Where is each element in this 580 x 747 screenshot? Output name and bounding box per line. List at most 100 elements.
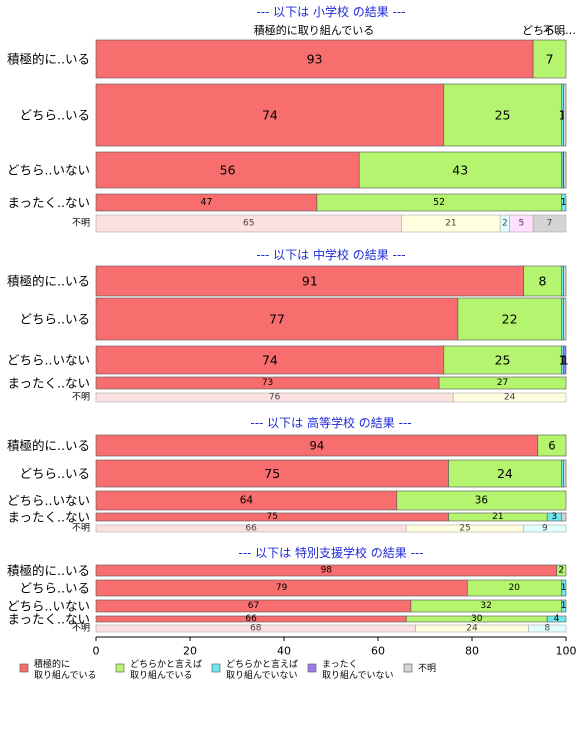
bar-value-label: 1 (558, 108, 566, 123)
bar-row: 積極的に..いる 91 8 (7, 265, 567, 297)
legend-label: 積極的に取り組んでいる (34, 658, 97, 681)
bar-row: どちら..いない 67 32 1 (7, 599, 566, 614)
legend-swatch (307, 663, 317, 673)
bar-row: どちら..いない 64 36 (7, 490, 567, 511)
bar-segment (532, 39, 567, 79)
bar-row: どちら..いない 56 43 (7, 151, 567, 189)
bar-segment (563, 345, 567, 375)
row-label: どちら..いない (7, 353, 90, 368)
panel-title: --- 以下は 特別支援学校 の結果 --- (238, 545, 423, 560)
bar-row: まったく..ない 75 21 3 (8, 510, 567, 525)
panel: --- 以下は 特別支援学校 の結果 --- 積極的に..いる 98 2 どちら..いる… (7, 545, 566, 634)
bar-segment (523, 265, 562, 297)
bar-value-label: 1 (558, 353, 566, 368)
legend-swatch (403, 663, 413, 673)
x-tick-label: 20 (183, 645, 197, 658)
bar-value-label: 21 (492, 512, 503, 522)
row-label: 積極的に..いる (7, 438, 90, 453)
x-tick-label: 40 (277, 645, 291, 658)
legend-swatch (19, 663, 29, 673)
bar-segment (563, 151, 567, 189)
row-label: 不明 (72, 218, 90, 229)
bar-value-label: 65 (243, 219, 254, 229)
bar-value-label: 66 (245, 614, 257, 624)
bar-value-label: 73 (262, 378, 273, 388)
bar-value-label: 7 (547, 219, 553, 229)
bar-segment (537, 434, 567, 457)
bar-value-label: 74 (262, 353, 278, 368)
bar-segment (95, 345, 445, 375)
bar-segment (560, 193, 567, 212)
bar-row: まったく..ない 66 30 4 (8, 612, 567, 627)
x-axis: 0 20 40 60 80 100 (93, 636, 577, 658)
bar-segment (95, 297, 459, 341)
bar-value-label: 32 (480, 601, 491, 611)
row-label: まったく..ない (8, 612, 90, 627)
x-tick-label: 60 (371, 645, 385, 658)
x-tick-label: 80 (465, 645, 479, 658)
bar-value-label: 24 (466, 624, 478, 634)
row-label: 積極的に..いる (7, 563, 90, 578)
bar-value-label: 68 (250, 624, 262, 634)
bar-segment (438, 376, 567, 390)
bar-value-label: 20 (509, 583, 521, 593)
bar-value-label: 75 (267, 512, 278, 522)
bar-value-label: 43 (452, 163, 468, 178)
bar-row: まったく..ない 73 27 (8, 376, 567, 391)
row-label: どちら..いる (20, 581, 90, 596)
bar-value-label: 24 (497, 466, 513, 481)
row-label: どちら..いる (20, 312, 90, 327)
legend-label-line: 取り組んでいない (226, 669, 298, 681)
row-label: 不明 (72, 523, 90, 534)
bar-value-label: 66 (245, 524, 257, 534)
bar-row: どちら..いる 75 24 (20, 459, 567, 488)
bar-value-label: 30 (471, 614, 483, 624)
bar-segment (560, 512, 567, 522)
bar-value-label: 67 (248, 601, 259, 611)
bar-value-label: 47 (201, 197, 213, 208)
bar-value-label: 1 (561, 583, 567, 593)
row-label: どちら..いる (20, 108, 90, 123)
bar-value-label: 77 (269, 312, 285, 327)
bar-value-label: 74 (262, 108, 278, 123)
bar-value-label: 8 (539, 274, 547, 289)
bar-row: 不明 68 24 8 (72, 623, 567, 634)
panel: --- 以下は 高等学校 の結果 --- 積極的に..いる 94 6 どちら..いる 75… (7, 415, 567, 534)
bar-value-label: 76 (269, 393, 281, 403)
x-tick-label: 0 (93, 645, 100, 658)
bar-segment (560, 265, 564, 297)
bar-segment (546, 615, 567, 623)
legend-label-line: まったく (322, 659, 358, 670)
bar-segment (396, 490, 567, 511)
legend: 積極的に取り組んでいるどちらかと言えば取り組んでいるどちらかと言えば取り組んでい… (19, 658, 436, 681)
row-label: どちら..いる (20, 466, 90, 481)
bar-row: 積極的に..いる 94 6 (7, 434, 567, 457)
legend-label-line: どちらかと言えば (130, 658, 202, 670)
bar-value-label: 21 (445, 219, 456, 229)
bar-row: どちら..いる 79 20 1 (20, 579, 567, 597)
bar-value-label: 3 (551, 512, 557, 522)
bar-segment (563, 265, 567, 297)
row-label: 積極的に..いる (7, 52, 90, 67)
bar-value-label: 2 (558, 566, 564, 576)
legend-label: 不明 (418, 663, 436, 674)
legend-swatch (211, 663, 221, 673)
bar-value-label: 98 (321, 566, 333, 576)
bar-segment (560, 579, 567, 597)
bar-row: どちら..いない 74 25 11 (7, 345, 569, 375)
top-label: 不明… (543, 24, 576, 37)
bar-segment (95, 459, 449, 488)
legend-label-line: どちらかと言えば (226, 658, 298, 670)
row-label: まったく..ない (8, 510, 90, 525)
bar-value-label: 25 (459, 524, 470, 534)
legend-label-line: 不明 (418, 663, 436, 674)
bar-value-label: 25 (495, 353, 511, 368)
bar-segment (560, 459, 564, 488)
bar-segment (563, 83, 567, 147)
bar-value-label: 91 (302, 274, 318, 289)
bar-value-label: 93 (307, 52, 323, 67)
bar-row: 積極的に..いる 98 2 (7, 563, 567, 578)
bar-segment (452, 392, 567, 403)
legend-label: どちらかと言えば取り組んでいない (226, 658, 298, 681)
